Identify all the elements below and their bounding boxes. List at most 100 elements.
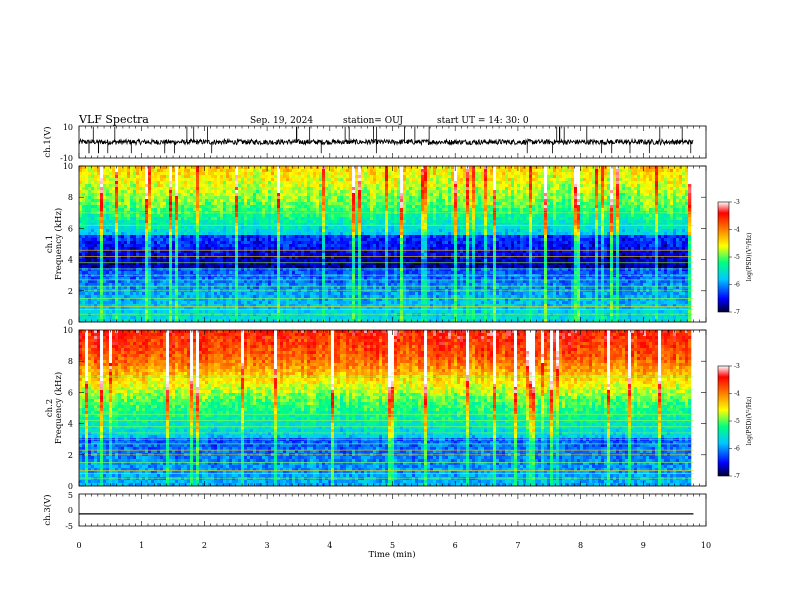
spectrogram-cell xyxy=(232,199,236,203)
spectrogram-cell xyxy=(292,226,296,230)
spectrogram-cell xyxy=(214,295,218,299)
spectrogram-cell xyxy=(343,220,347,224)
spectrogram-cell xyxy=(160,205,164,209)
spectrogram-cell xyxy=(139,304,143,308)
spectrogram-cell xyxy=(274,286,278,290)
spectrogram-cell xyxy=(184,292,188,296)
spectrogram-cell xyxy=(220,175,224,179)
spectrogram-cell xyxy=(253,250,257,254)
spectrogram-cell xyxy=(127,271,131,275)
spectrogram-cell xyxy=(190,280,194,284)
spectrogram-cell xyxy=(220,286,224,290)
spectrogram-cell xyxy=(109,217,113,221)
spectrogram-cell xyxy=(214,241,218,245)
spectrogram-cell xyxy=(229,298,233,302)
spectrogram-cell xyxy=(178,214,182,218)
spectrogram-cell xyxy=(106,262,110,266)
spectrogram-cell xyxy=(178,316,182,320)
spectrogram-cell xyxy=(202,304,206,308)
spectrogram-cell xyxy=(103,265,107,269)
spectrogram-cell xyxy=(190,184,194,188)
spectrogram-cell xyxy=(289,283,293,287)
spectrogram-cell xyxy=(166,196,170,200)
spectrogram-cell xyxy=(202,292,206,296)
spectrogram-cell xyxy=(82,244,86,248)
spectrogram-cell xyxy=(220,232,224,236)
spectrogram-cell xyxy=(202,262,206,266)
spectrogram-cell xyxy=(223,202,227,206)
spectrogram-cell xyxy=(163,295,167,299)
spectrogram-cell xyxy=(154,220,158,224)
spectrogram-cell xyxy=(289,250,293,254)
spectrogram-cell xyxy=(193,280,197,284)
spectrogram-cell xyxy=(238,220,242,224)
spectrogram-cell xyxy=(325,262,329,266)
spectrogram-cell xyxy=(253,304,257,308)
spectrogram-cell xyxy=(166,184,170,188)
spectrogram-cell xyxy=(166,172,170,176)
spectrogram-cell xyxy=(145,235,149,239)
spectrogram-cell xyxy=(205,268,209,272)
spectrogram-cell xyxy=(178,265,182,269)
spectrogram-cell xyxy=(316,190,320,194)
spectrogram-cell xyxy=(301,295,305,299)
spectrogram-cell xyxy=(121,217,125,221)
spectrogram-cell xyxy=(124,277,128,281)
spectrogram-cell xyxy=(226,253,230,257)
spectrogram-cell xyxy=(196,187,200,191)
spectrogram-cell xyxy=(295,292,299,296)
spectrogram-cell xyxy=(307,235,311,239)
spectrogram-cell xyxy=(166,280,170,284)
spectrogram-cell xyxy=(184,313,188,317)
spectrogram-cell xyxy=(238,265,242,269)
spectrogram-cell xyxy=(244,190,248,194)
spectrogram-cell xyxy=(346,169,350,173)
spectrogram-cell xyxy=(79,271,83,275)
spectrogram-cell xyxy=(244,319,248,323)
spectrogram-cell xyxy=(88,244,92,248)
spectrogram-cell xyxy=(118,283,122,287)
spectrogram-cell xyxy=(97,277,101,281)
spectrogram-cell xyxy=(307,214,311,218)
spectrogram-cell xyxy=(217,304,221,308)
spectrogram-cell xyxy=(136,286,140,290)
spectrogram-cell xyxy=(175,217,179,221)
spectrogram-cell xyxy=(259,229,263,233)
spectrogram-cell xyxy=(322,304,326,308)
spectrogram-cell xyxy=(112,253,116,257)
spectrogram-cell xyxy=(226,319,230,323)
spectrogram-cell xyxy=(223,316,227,320)
spectrogram-cell xyxy=(340,181,344,185)
spectrogram-cell xyxy=(322,244,326,248)
spectrogram-cell xyxy=(163,232,167,236)
spectrogram-cell xyxy=(157,205,161,209)
spectrogram-cell xyxy=(232,166,236,170)
spectrogram-cell xyxy=(250,199,254,203)
spectrogram-cell xyxy=(295,214,299,218)
spectrogram-cell xyxy=(283,214,287,218)
spectrogram-cell xyxy=(307,247,311,251)
spectrogram-cell xyxy=(241,274,245,278)
spectrogram-cell xyxy=(169,313,173,317)
spectrogram-cell xyxy=(277,310,281,314)
spectrogram-cell xyxy=(103,253,107,257)
spectrogram-cell xyxy=(235,220,239,224)
spectrogram-cell xyxy=(82,265,86,269)
spectrogram-cell xyxy=(238,304,242,308)
spectrogram-cell xyxy=(277,277,281,281)
spectrogram-cell xyxy=(115,175,119,179)
spectrogram-cell xyxy=(223,247,227,251)
spectrogram-cell xyxy=(154,214,158,218)
spectrogram-cell xyxy=(151,301,155,305)
spectrogram-cell xyxy=(337,190,341,194)
spectrogram-cell xyxy=(238,319,242,323)
spectrogram-cell xyxy=(211,223,215,227)
spectrogram-cell xyxy=(190,250,194,254)
spectrogram-cell xyxy=(82,178,86,182)
spectrogram-cell xyxy=(295,232,299,236)
spectrogram-cell xyxy=(244,271,248,275)
spectrogram-cell xyxy=(265,199,269,203)
spectrogram-cell xyxy=(304,235,308,239)
spectrogram-cell xyxy=(85,172,89,176)
spectrogram-cell xyxy=(187,244,191,248)
